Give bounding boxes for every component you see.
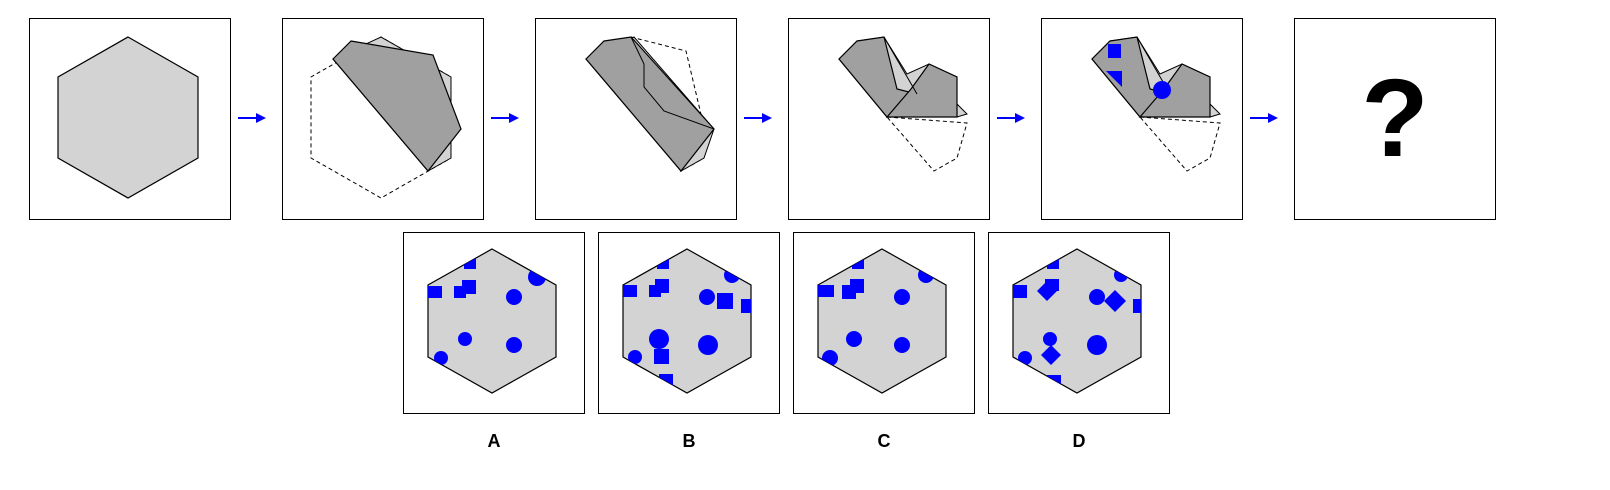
square-hole [1108, 44, 1121, 58]
square-hole [1106, 71, 1122, 87]
arrow-right-icon [491, 113, 519, 123]
punched-holes [1091, 36, 1221, 172]
third-fold [838, 36, 968, 172]
hexagon-paper [57, 36, 199, 199]
step-panel-5 [1041, 18, 1243, 220]
step-panel-4 [788, 18, 990, 220]
option-label-d: D [1072, 431, 1086, 451]
option-d[interactable] [988, 232, 1170, 414]
step-panel-2 [282, 18, 484, 220]
arrow-right-icon [238, 113, 266, 123]
first-fold [310, 36, 462, 199]
option-label-c: C [877, 431, 891, 451]
arrow-right-icon [997, 113, 1025, 123]
option-c[interactable] [793, 232, 975, 414]
second-fold [585, 36, 715, 173]
step-panel-1 [29, 18, 231, 220]
option-a[interactable] [403, 232, 585, 414]
arrow-right-icon [744, 113, 772, 123]
arrow-right-icon [1250, 113, 1278, 123]
question-panel: ? [1294, 18, 1496, 220]
option-b[interactable] [598, 232, 780, 414]
question-mark: ? [1361, 57, 1429, 180]
circle-hole [1153, 81, 1171, 99]
option-label-b: B [682, 431, 696, 451]
option-label-a: A [487, 431, 501, 451]
step-panel-3 [535, 18, 737, 220]
